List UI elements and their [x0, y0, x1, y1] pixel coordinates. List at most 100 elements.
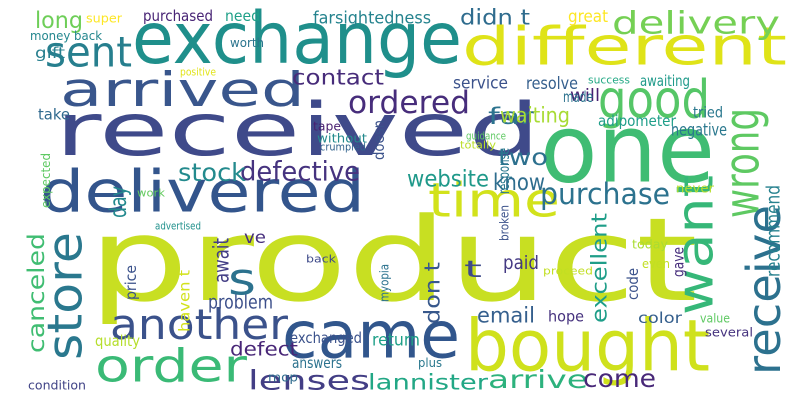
word-color: color [638, 309, 682, 326]
word-resolve: resolve [526, 73, 578, 93]
word-order: order [95, 340, 248, 393]
word-negative: negative [671, 120, 727, 140]
word-problem: problem [208, 292, 273, 314]
word-quality: quality [95, 334, 140, 351]
word-paid: paid [503, 252, 539, 274]
word-day: day [104, 186, 131, 218]
word-store: store [37, 232, 94, 360]
word-return: return [372, 330, 420, 350]
word-far: far [488, 102, 534, 129]
word-purchase: purchase [540, 177, 670, 212]
word-one: one [540, 95, 715, 204]
word-time: time [428, 173, 560, 228]
word-today: today [632, 237, 669, 252]
word-arrive: arrive [488, 365, 588, 394]
word-s: s [228, 253, 256, 305]
word-service: service [453, 73, 508, 93]
word-without: without [317, 132, 367, 147]
word-doesn: doesn [372, 120, 389, 160]
word-advertised: advertised [155, 221, 201, 233]
word-stock: stock [178, 157, 246, 187]
word-work: work [137, 187, 166, 199]
word-great: great [568, 6, 608, 26]
word-want: want [665, 175, 724, 315]
word-purchased: purchased [143, 9, 213, 26]
word-website: website [407, 165, 489, 192]
word-farsightedness: farsightedness [313, 8, 431, 27]
word-made: made [563, 89, 593, 106]
word-know: know [493, 170, 545, 197]
word-never: never [676, 182, 715, 197]
word-awaiting: awaiting [640, 74, 690, 91]
word-super: super [86, 11, 123, 26]
word-defect: defect [230, 338, 298, 360]
word-hope: hope [548, 308, 584, 325]
word-contact: contact [292, 66, 384, 90]
word-answers: answers [292, 356, 342, 372]
word-value: value [700, 311, 730, 326]
word-defective: defective [240, 157, 360, 187]
word-tried: tried [693, 104, 723, 121]
word-expected: expected [39, 153, 53, 208]
word-broken: broken [496, 205, 511, 241]
word-t: t [464, 255, 482, 282]
word-worth: worth [230, 36, 264, 50]
word-waiting: waiting [500, 102, 570, 127]
word-will: will [570, 86, 600, 105]
word-came: came [282, 298, 460, 373]
word-proceed: proceed [543, 265, 593, 278]
word-crumpled: crumpled [320, 142, 366, 153]
word-tape: tape [313, 118, 341, 133]
word-email: email [477, 303, 535, 328]
word-lannister: lannister [368, 370, 489, 395]
word-success: success [588, 74, 630, 87]
word-totally: totally [460, 139, 497, 151]
word-sent: sent [45, 27, 132, 76]
word-need: need [225, 9, 260, 25]
word-wrong: wrong [715, 108, 771, 218]
word-guidance: guidance [466, 131, 506, 143]
word-ordered: ordered [348, 85, 470, 121]
word-mop: mop [268, 371, 298, 385]
word-back: back [306, 253, 336, 266]
word-excellent: excellent [588, 213, 612, 323]
word-didn-t: didn t [460, 6, 530, 30]
word-two: two [498, 143, 548, 170]
word-gift: gift [35, 45, 66, 62]
word-product: product [88, 193, 698, 328]
word-code: code [626, 268, 643, 300]
word-come: come [583, 364, 656, 393]
word-await: await [210, 238, 234, 283]
word-don-t: don t [421, 262, 445, 324]
word-good: good [598, 69, 710, 130]
word-delivery: delivery [612, 5, 780, 42]
word-arrived: arrived [60, 62, 305, 117]
word-received: received [55, 87, 540, 173]
word-condition: condition [28, 377, 86, 392]
word-several: several [705, 326, 753, 341]
word-canceled: canceled [23, 233, 50, 353]
word-take: take [38, 107, 70, 124]
word-ve: ve [244, 228, 266, 247]
word-price: price [124, 265, 140, 300]
word-long: long [35, 8, 83, 34]
word-another: another [110, 301, 288, 350]
word-recommend: recommend [763, 185, 785, 277]
word-different: different [462, 17, 787, 78]
word-lenses: lenses [248, 365, 370, 395]
word-receive: receive [737, 205, 791, 375]
word-adipometer: adipometer [598, 114, 676, 131]
word-positive: positive [180, 67, 216, 79]
word-plus: plus [418, 356, 442, 371]
word-haven-t: haven t [176, 270, 193, 332]
word-exchange: exchange [132, 0, 462, 80]
word-gave: gave [670, 247, 687, 277]
word-even: even [642, 257, 670, 272]
word-exchanged: exchanged [290, 331, 362, 348]
word-bought: bought [465, 304, 710, 387]
word-delivered: delivered [40, 159, 365, 226]
word-response: response [495, 148, 512, 194]
word-myopia: myopia [376, 264, 391, 302]
